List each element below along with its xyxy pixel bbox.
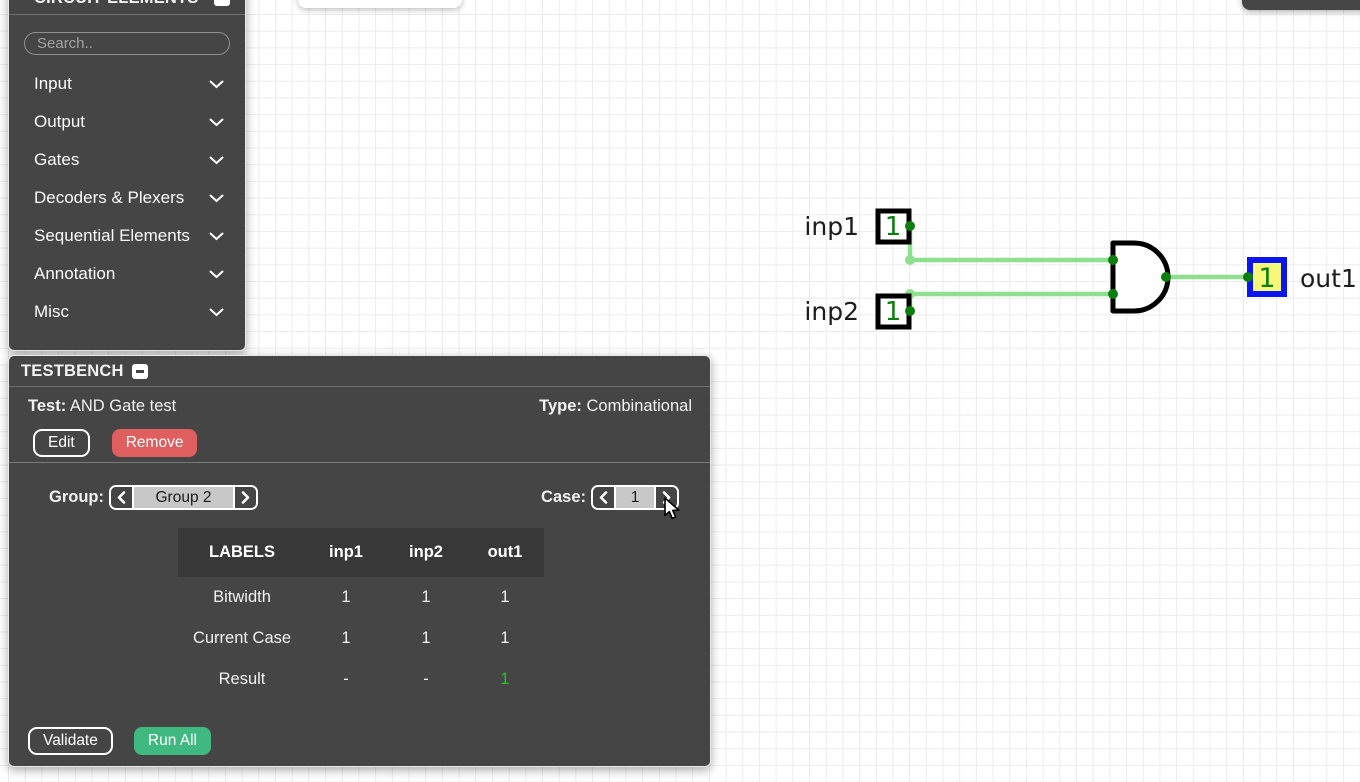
wire-inp1-to-gate[interactable] — [907, 223, 1116, 263]
case-prev-button[interactable] — [593, 487, 616, 508]
sidebar-item-sequential-elements[interactable]: Sequential Elements — [9, 217, 245, 255]
sidebar-item-output[interactable]: Output — [9, 103, 245, 141]
minimize-icon[interactable] — [131, 363, 148, 379]
group-next-button[interactable] — [233, 487, 256, 508]
type-label: Type: — [539, 397, 582, 415]
testbench-controls: Group: Group 2 Case: 1 — [9, 463, 710, 510]
group-value: Group 2 — [134, 487, 233, 508]
testbench-table: LABELS inp1 inp2 out1 Bitwidth 1 1 1 Cur… — [178, 528, 544, 700]
testbench-footer: Validate Run All — [28, 727, 710, 755]
testbench-header[interactable]: TESTBENCH — [9, 356, 710, 387]
node-gate-input-b[interactable] — [1108, 289, 1118, 299]
category-label: Annotation — [34, 264, 116, 283]
col-header-out1: out1 — [466, 528, 544, 577]
sidebar-item-input[interactable]: Input — [9, 65, 245, 103]
test-type-line: Type: Combinational — [539, 397, 692, 416]
chevron-down-icon — [209, 308, 224, 317]
table-row-result: Result - - 1 — [178, 659, 544, 700]
chevron-down-icon — [209, 194, 224, 203]
cell-value: 1 — [341, 629, 351, 647]
minimize-icon[interactable] — [214, 0, 230, 6]
element-category-list: Input Output Gates Decoders & Plexers Se… — [9, 65, 245, 331]
category-label: Gates — [34, 150, 80, 169]
cell-value: - — [343, 670, 349, 688]
node-inp1-output[interactable] — [905, 221, 915, 231]
category-label: Misc — [34, 302, 69, 321]
node-inp2-output[interactable] — [905, 306, 915, 316]
testbench-info-section: Test: AND Gate test Type: Combinational … — [9, 387, 710, 463]
out1-label: out1 — [1300, 264, 1357, 293]
group-label: Group: — [49, 488, 104, 506]
wire-inp2-to-gate[interactable] — [907, 291, 1116, 314]
col-header-inp1: inp1 — [306, 528, 386, 577]
and-gate[interactable] — [1110, 240, 1171, 314]
cell-value: 1 — [500, 629, 510, 647]
cell-value: 1 — [421, 629, 431, 647]
category-label: Output — [34, 112, 86, 131]
category-label: Decoders & Plexers — [34, 188, 185, 207]
node-gate-output[interactable] — [1161, 272, 1171, 282]
row-label: Current Case — [192, 629, 292, 647]
cell-value: 1 — [500, 588, 510, 606]
test-name-line: Test: AND Gate test — [28, 397, 176, 416]
cell-value: 1 — [341, 588, 351, 606]
chevron-down-icon — [209, 80, 224, 89]
table-row-current-case: Current Case 1 1 1 — [178, 618, 544, 659]
case-control: Case: 1 — [541, 485, 679, 510]
testbench-title: TESTBENCH — [21, 361, 124, 380]
col-header-inp2: inp2 — [386, 528, 466, 577]
group-prev-button[interactable] — [111, 487, 134, 508]
cell-value: - — [423, 670, 429, 688]
chevron-down-icon — [209, 118, 224, 127]
table-row-bitwidth: Bitwidth 1 1 1 — [178, 577, 544, 618]
edit-button[interactable]: Edit — [33, 429, 90, 457]
inp2-label: inp2 — [804, 297, 859, 326]
wire-bend-node[interactable] — [905, 255, 915, 265]
type-value: Combinational — [586, 397, 692, 415]
chevron-down-icon — [209, 156, 224, 165]
search-input[interactable] — [24, 32, 230, 55]
validate-button[interactable]: Validate — [28, 727, 113, 755]
row-label: Result — [218, 670, 266, 688]
cell-value: 1 — [421, 588, 431, 606]
col-header-labels: LABELS — [178, 528, 306, 577]
inp1-value[interactable]: 1 — [885, 212, 902, 242]
chevron-down-icon — [209, 232, 224, 241]
row-label: Bitwidth — [213, 588, 271, 606]
sidebar-item-gates[interactable]: Gates — [9, 141, 245, 179]
case-value: 1 — [616, 487, 654, 508]
circuit-elements-header[interactable]: CIRCUIT ELEMENTS — [9, 0, 245, 15]
sidebar-item-annotation[interactable]: Annotation — [9, 255, 245, 293]
remove-button[interactable]: Remove — [111, 429, 198, 457]
test-label: Test: — [28, 397, 67, 415]
sidebar-item-misc[interactable]: Misc — [9, 293, 245, 331]
table-header-row: LABELS inp1 inp2 out1 — [178, 528, 544, 577]
node-out1-input[interactable] — [1243, 272, 1253, 282]
inp1-label: inp1 — [804, 212, 859, 241]
case-label: Case: — [541, 488, 586, 506]
category-label: Input — [34, 74, 72, 93]
result-pass-value: 1 — [500, 670, 510, 688]
group-stepper: Group 2 — [109, 485, 258, 510]
project-tab-fragment[interactable] — [298, 0, 462, 8]
node-gate-input-a[interactable] — [1108, 255, 1118, 265]
chevron-down-icon — [209, 270, 224, 279]
run-all-button[interactable]: Run All — [133, 727, 211, 755]
circuit-elements-title: CIRCUIT ELEMENTS — [34, 0, 199, 8]
out1-value: 1 — [1258, 263, 1275, 294]
sidebar-item-decoders-plexers[interactable]: Decoders & Plexers — [9, 179, 245, 217]
mouse-cursor — [664, 497, 684, 526]
test-name: AND Gate test — [69, 397, 177, 415]
circuit-elements-panel: CIRCUIT ELEMENTS Input Output Gates Deco… — [8, 0, 246, 351]
inp2-value[interactable]: 1 — [885, 297, 902, 327]
testbench-panel: TESTBENCH Test: AND Gate test Type: Comb… — [8, 355, 711, 767]
category-label: Sequential Elements — [34, 226, 190, 245]
properties-panel-fragment[interactable] — [1242, 0, 1360, 10]
